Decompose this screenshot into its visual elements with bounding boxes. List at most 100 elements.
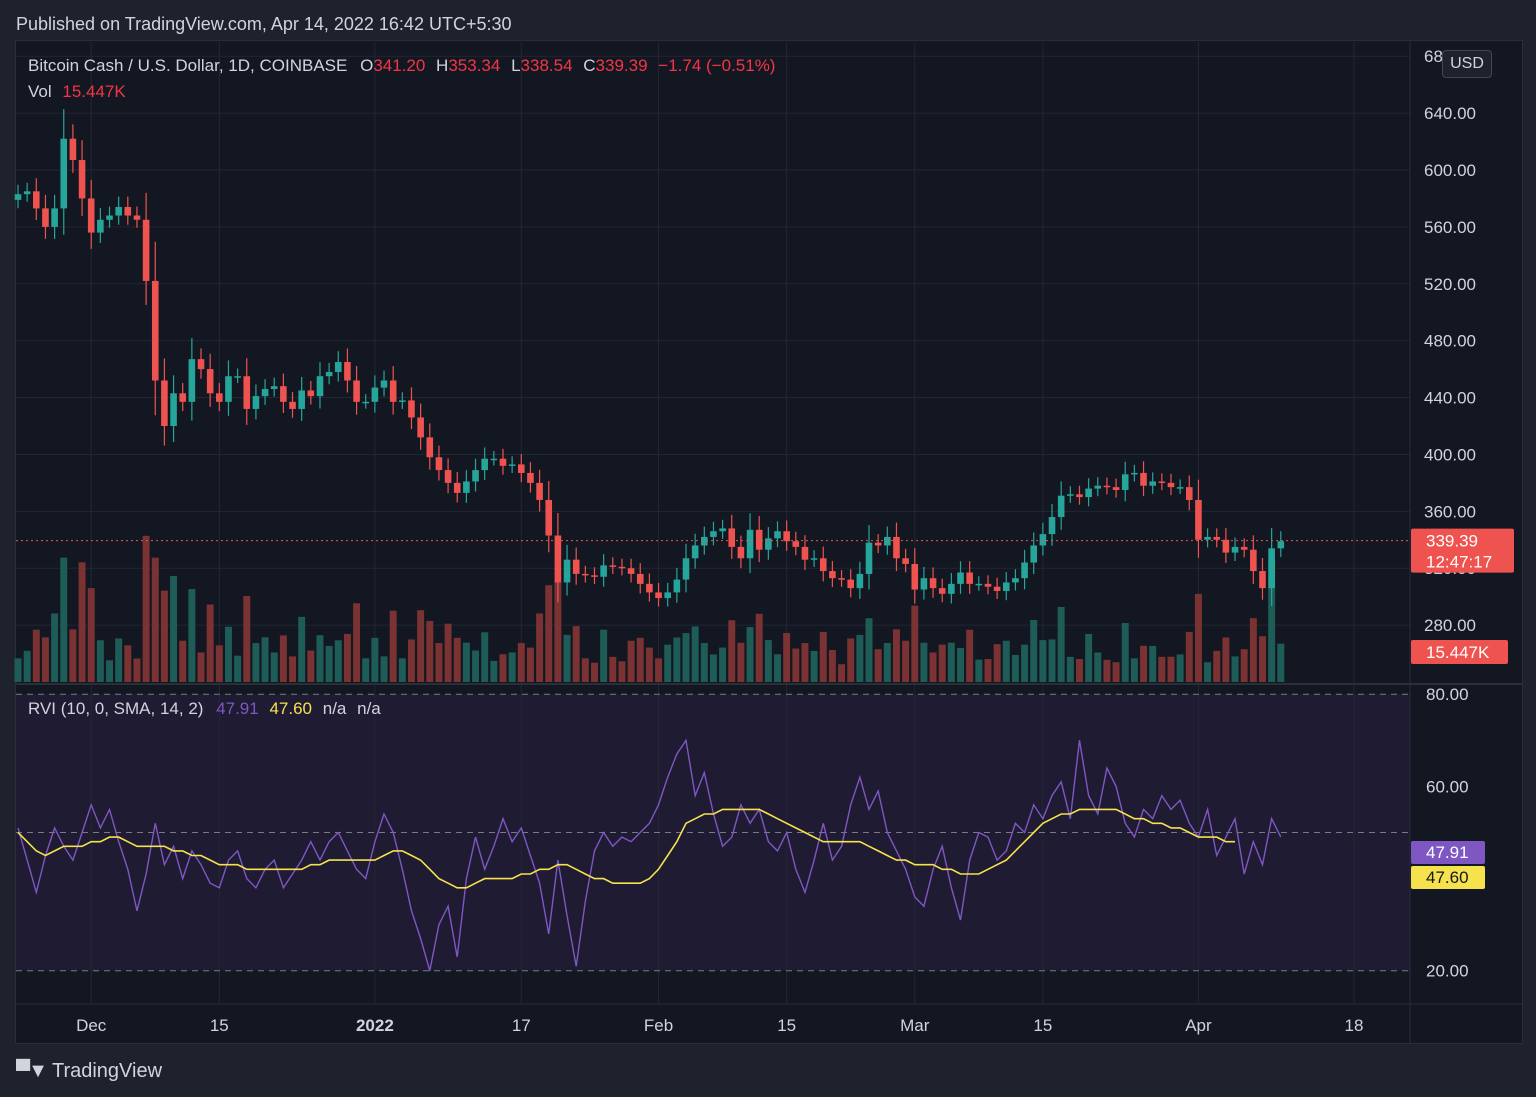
published-header: Published on TradingView.com, Apr 14, 20…: [16, 14, 512, 34]
candle-body: [69, 138, 77, 161]
candle-body: [334, 362, 342, 372]
price-axis-tick: 600.00: [1424, 161, 1476, 180]
volume-bar: [874, 649, 882, 682]
candle-body: [1085, 488, 1092, 498]
candle-body: [179, 393, 187, 402]
candle-body: [929, 578, 937, 589]
volume-bar: [115, 638, 123, 682]
close-label: C: [583, 56, 596, 75]
volume-bar: [1030, 619, 1038, 682]
volume-bar: [764, 640, 772, 682]
change-value: −1.74 (−0.51%): [658, 56, 776, 75]
volume-bar: [920, 642, 928, 682]
candle-body: [270, 386, 278, 390]
candle-body: [1039, 534, 1047, 546]
volume-bar: [325, 645, 333, 682]
candle-body: [838, 578, 845, 580]
volume-bar: [453, 637, 461, 682]
candle-body: [197, 359, 205, 370]
candle-body: [911, 563, 919, 590]
volume-bar: [819, 631, 827, 682]
currency-button[interactable]: USD: [1442, 50, 1492, 78]
volume-bar: [902, 640, 910, 682]
volume-bar: [32, 629, 40, 682]
candle-body: [426, 437, 434, 458]
candle-body: [1204, 536, 1211, 540]
volume-bar: [106, 660, 113, 682]
price-axis-tick: 520.00: [1424, 275, 1476, 294]
volume-bar: [1048, 639, 1056, 682]
rvi-value-axis-label: 47.91: [1426, 843, 1469, 862]
volume-bar: [838, 664, 846, 682]
rvi-value: 47.91: [216, 699, 259, 718]
volume-bar: [371, 637, 379, 682]
volume-bar: [224, 626, 232, 682]
candle-body: [1121, 474, 1129, 490]
candle-body: [87, 198, 95, 233]
candle-body: [1213, 536, 1221, 540]
volume-bar: [774, 654, 781, 682]
high-value: 353.34: [448, 56, 501, 75]
candle-body: [710, 531, 717, 537]
volume-bar: [591, 662, 598, 682]
candle-body: [234, 376, 241, 378]
candle-body: [1149, 481, 1156, 486]
volume-bar: [362, 658, 370, 682]
volume-bar: [737, 642, 745, 682]
candle-body: [243, 376, 251, 409]
price-axis-tick: 440.00: [1424, 389, 1476, 408]
volume-bar: [709, 654, 717, 682]
volume-bar: [1121, 623, 1129, 682]
candle-body: [499, 458, 507, 466]
volume-badge: [1411, 640, 1508, 664]
open-label: O: [360, 56, 374, 75]
candle-body: [151, 280, 159, 381]
candle-body: [463, 481, 470, 493]
time-axis-tick: 15: [210, 1016, 229, 1035]
candle-body: [1231, 546, 1239, 553]
candle-body: [948, 583, 955, 594]
volume-bar: [1039, 640, 1047, 682]
volume-bar: [151, 557, 159, 682]
candle-body: [325, 371, 333, 377]
candle-body: [33, 191, 40, 209]
candle-body: [371, 387, 379, 402]
candle-body: [1002, 582, 1010, 591]
candle-body: [344, 362, 351, 381]
price-axis-tick: 480.00: [1424, 332, 1476, 351]
volume-bar: [1130, 658, 1138, 682]
candle-body: [216, 393, 223, 402]
candle-body: [609, 565, 617, 567]
high-label: H: [436, 56, 449, 75]
volume-bar: [343, 633, 351, 682]
volume-bar: [1204, 662, 1212, 682]
candle-body: [1012, 578, 1019, 583]
volume-bar: [51, 613, 59, 682]
price-axis-tick: 360.00: [1424, 502, 1476, 521]
volume-bar: [380, 656, 388, 682]
candle-body: [746, 529, 754, 559]
time-axis-tick: 15: [777, 1016, 796, 1035]
price-axis-tick: 400.00: [1424, 445, 1476, 464]
volume-bar: [929, 652, 937, 682]
volume-bar: [728, 620, 736, 682]
candle-body: [280, 386, 287, 402]
candle-body: [517, 464, 525, 473]
volume-bar: [966, 629, 974, 682]
candle-body: [1021, 562, 1028, 579]
rvi-axis-tick: 60.00: [1426, 777, 1469, 796]
candle-body: [993, 586, 1001, 591]
candle-body: [453, 482, 461, 493]
candle-body: [133, 215, 141, 220]
rvi-axis-tick: 80.00: [1426, 685, 1469, 704]
price-axis-tick: 640.00: [1424, 104, 1476, 123]
candle-body: [1268, 548, 1275, 589]
volume-bar: [581, 658, 589, 682]
candle-body: [902, 558, 909, 564]
volume-bar: [645, 647, 653, 682]
candle-body: [1030, 545, 1038, 563]
candle-body: [97, 219, 104, 233]
candle-body: [1250, 549, 1257, 572]
candle-body: [1048, 517, 1056, 535]
